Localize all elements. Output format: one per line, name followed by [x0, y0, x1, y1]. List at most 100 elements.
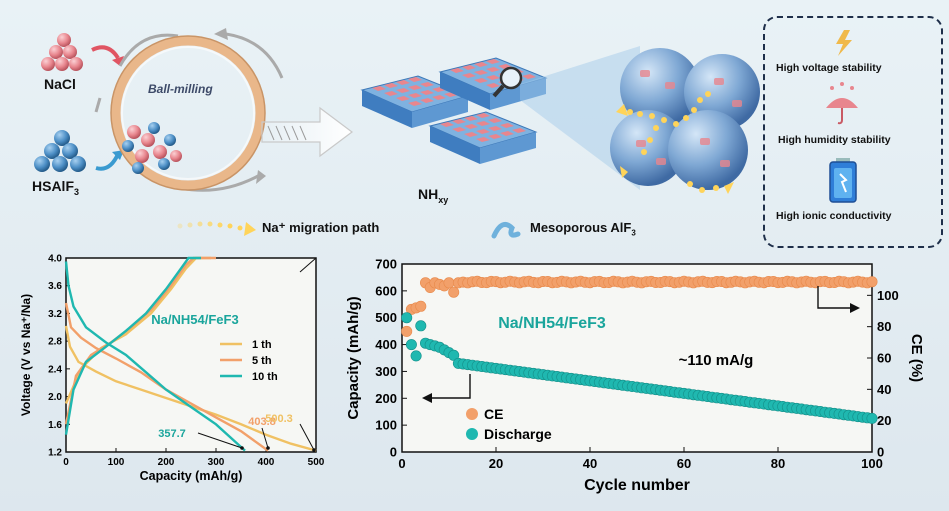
- y-right-tick-label: 60: [877, 351, 891, 366]
- y-right-tick-label: 0: [877, 445, 884, 460]
- properties-box: [763, 16, 943, 248]
- discharge-legend-marker: [466, 428, 478, 440]
- nacl-pile-icon: [41, 33, 83, 71]
- hsalf3-pile-icon: [34, 130, 86, 172]
- current-density-annotation: ~110 mA/g: [679, 352, 754, 369]
- nacl-label: NaCl: [44, 76, 76, 92]
- capacity-annotation: 403.8: [248, 416, 276, 428]
- right-axis-arrowhead: [850, 303, 860, 313]
- ball-milling-label: Ball-milling: [148, 82, 213, 96]
- ce-point: [415, 300, 427, 312]
- y-tick-label: 100: [375, 418, 397, 433]
- nh-label: NHxy: [418, 186, 448, 205]
- y-tick-label: 400: [375, 337, 397, 352]
- x-tick-label: 500: [308, 457, 325, 468]
- mesoporous-legend-icon: [491, 221, 521, 239]
- mesoporous-text: Mesoporous AlF: [530, 220, 632, 235]
- voltage-chart-title: Na/NH54/FeF3: [151, 312, 238, 327]
- ce-legend-label: CE: [484, 406, 503, 422]
- property-humidity: High humidity stability: [778, 134, 891, 146]
- annotation-arrowhead: [266, 446, 270, 450]
- hsalf3-label: HSAlF3: [32, 178, 79, 197]
- voltage-x-axis-label: Capacity (mAh/g): [140, 469, 243, 483]
- annotation-arrow: [299, 423, 315, 451]
- cycling-x-axis-label: Cycle number: [584, 477, 690, 494]
- x-tick-label: 0: [63, 457, 69, 468]
- hsalf3-subscript: 3: [74, 186, 80, 197]
- discharge-legend-label: Discharge: [484, 426, 552, 442]
- x-tick-label: 100: [108, 457, 125, 468]
- series-line-5-th-discharge: [64, 302, 269, 452]
- cycling-plot-area: [401, 263, 873, 453]
- feed-arrow-icon: [91, 45, 120, 60]
- y-right-tick-label: 80: [877, 319, 891, 334]
- left-axis-arrowhead: [422, 393, 432, 403]
- discharge-point: [405, 339, 417, 351]
- mesoporous-spheres-icon: [610, 48, 760, 194]
- left-axis-arrow: [424, 374, 471, 399]
- ball-mill-jar-icon: [110, 35, 266, 191]
- x-tick-label: 0: [398, 456, 405, 471]
- legend-entry: 1 th: [252, 339, 272, 351]
- y-right-tick-label: 20: [877, 413, 891, 428]
- y-tick-label: 300: [375, 364, 397, 379]
- discharge-point: [410, 350, 422, 362]
- ce-point: [443, 277, 455, 289]
- ce-point: [866, 276, 878, 288]
- nh-text: NH: [418, 186, 439, 202]
- ce-point: [401, 325, 413, 337]
- cycling-y-right-axis-label: CE (%): [908, 334, 925, 382]
- voltage-chart: 0 100 200 300 400 500 1.2 1.6 2.0 2.4 2.8 3.2 3.6 4.0…: [19, 254, 325, 484]
- series-line-10-th-discharge: [64, 261, 246, 452]
- y-tick-label: 1.6: [48, 420, 62, 431]
- y-tick-label: 200: [375, 391, 397, 406]
- legend-entry: 5 th: [252, 355, 272, 367]
- voltage-y-axis-label: Voltage (V vs Na⁺/Na): [19, 294, 33, 416]
- capacity-annotation: 357.7: [158, 428, 186, 440]
- mesoporous-label: Mesoporous AlF3: [530, 220, 636, 238]
- series-line-10-th-charge: [64, 256, 201, 435]
- legend-entry: 10 th: [252, 371, 278, 383]
- x-tick-label: 400: [258, 457, 275, 468]
- y-tick-label: 2.4: [48, 364, 62, 375]
- x-tick-label: 200: [158, 457, 175, 468]
- mesoporous-subscript: 3: [631, 228, 636, 238]
- umbrella-icon: [826, 82, 858, 125]
- feed-arrow-icon: [95, 153, 120, 171]
- cycling-chart-title: Na/NH54/FeF3: [498, 315, 606, 332]
- cycling-y-axis-label: Capacity (mAh/g): [345, 296, 362, 419]
- y-tick-label: 3.6: [48, 281, 62, 292]
- y-tick-label: 2.0: [48, 392, 62, 403]
- annotation-arrow: [299, 257, 317, 273]
- migration-path-label: Na⁺ migration path: [262, 220, 380, 235]
- property-voltage: High voltage stability: [776, 62, 882, 74]
- y-tick-label: 2.8: [48, 337, 62, 348]
- annotation-arrowhead: [240, 446, 244, 450]
- x-tick-label: 40: [583, 456, 597, 471]
- x-tick-label: 300: [208, 457, 225, 468]
- hsalf3-text: HSAlF: [32, 178, 74, 194]
- x-tick-label: 80: [771, 456, 785, 471]
- capacity-annotation: 500.3: [265, 413, 293, 425]
- nh-slabs-icon: [360, 57, 548, 164]
- right-axis-arrow: [817, 286, 856, 309]
- y-tick-label: 500: [375, 310, 397, 325]
- y-right-tick-label: 100: [877, 288, 899, 303]
- property-conductivity: High ionic conductivity: [776, 210, 892, 222]
- x-tick-label: 100: [861, 456, 883, 471]
- discharge-point: [448, 349, 460, 361]
- annotation-arrow: [261, 427, 269, 449]
- y-tick-label: 4.0: [48, 254, 62, 265]
- y-tick-label: 3.2: [48, 309, 62, 320]
- battery-icon: [829, 158, 857, 203]
- lightning-icon: [836, 30, 852, 56]
- x-tick-label: 20: [489, 456, 503, 471]
- discharge-point: [415, 320, 427, 332]
- annotation-arrowhead: [312, 448, 316, 452]
- cycling-chart: 0 20 40 60 80 1000100200300400500600700020406…: [345, 257, 925, 495]
- y-tick-label: 600: [375, 283, 397, 298]
- nh-subscript: xy: [438, 194, 449, 205]
